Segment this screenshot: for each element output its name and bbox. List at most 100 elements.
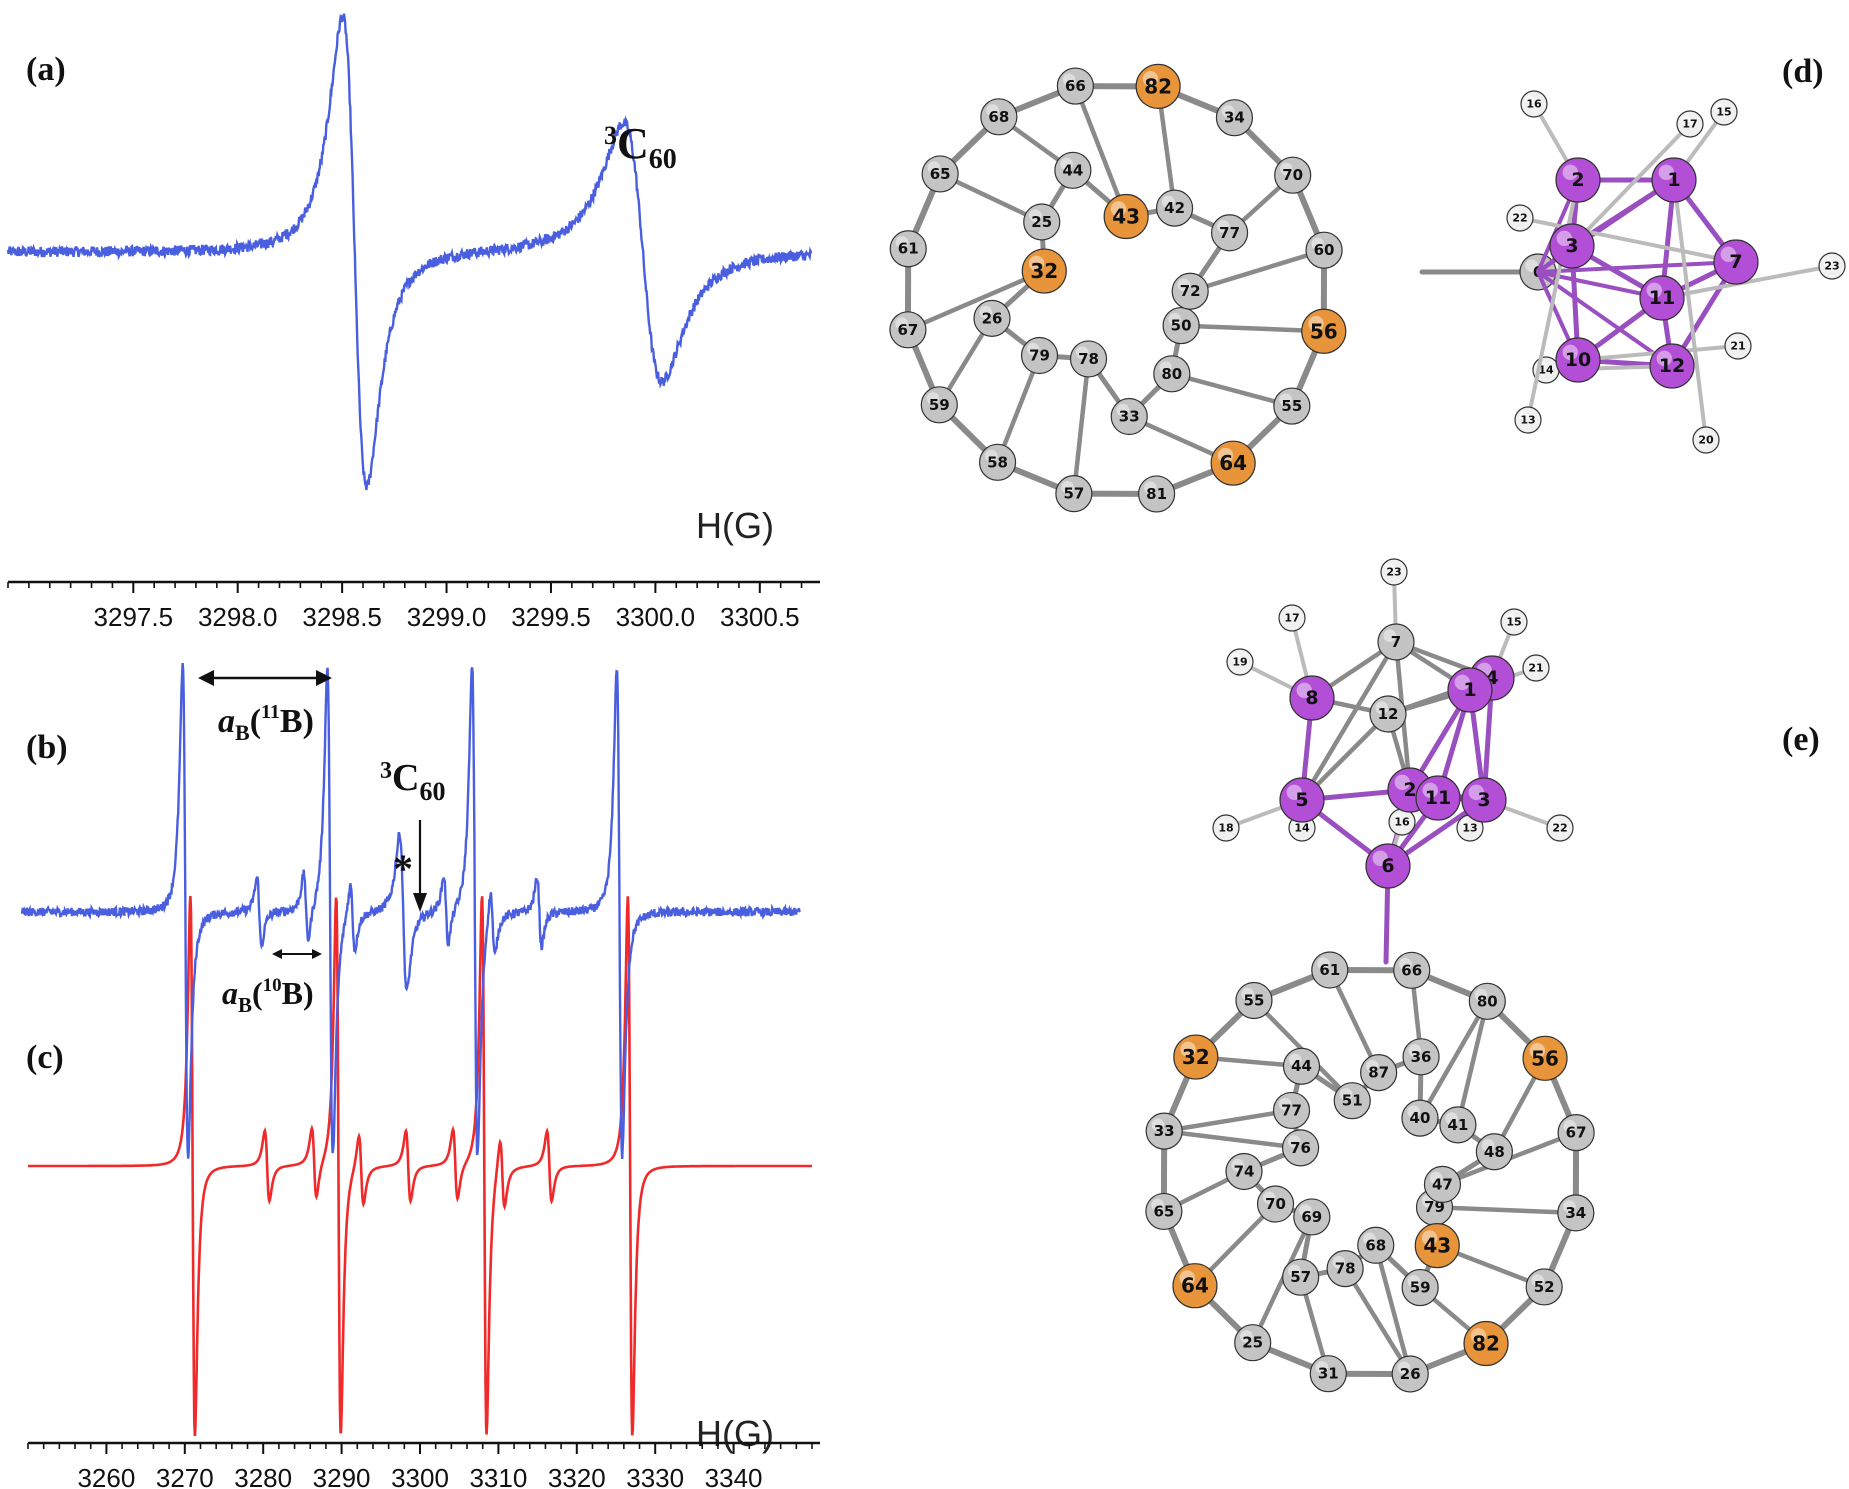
panel-bc: (b) (c) aB(11B) aB(10B) * 3C60 H(G) 3260… <box>20 663 820 1489</box>
svg-text:41: 41 <box>1447 1116 1468 1134</box>
e-cage-atom-40: 40 <box>1401 1099 1439 1137</box>
e-cage-atom-64: 64 <box>1172 1263 1218 1309</box>
star-marker: * <box>393 846 413 891</box>
svg-text:44: 44 <box>1291 1057 1312 1075</box>
svg-text:82: 82 <box>1144 74 1172 98</box>
d-cage-atom-60: 60 <box>1305 231 1343 269</box>
svg-text:25: 25 <box>1242 1334 1263 1352</box>
svg-text:19: 19 <box>1232 656 1247 669</box>
bond <box>1327 967 1381 1075</box>
e-cage-atom-36: 36 <box>1402 1038 1440 1076</box>
e-cage-atom-48: 48 <box>1475 1133 1513 1171</box>
svg-text:34: 34 <box>1565 1204 1586 1222</box>
svg-text:31: 31 <box>1318 1365 1339 1383</box>
d-cage-atom-79: 79 <box>1020 336 1059 375</box>
bond <box>937 171 1044 225</box>
d-h-13: 13 <box>1514 406 1542 434</box>
bond <box>995 353 1042 465</box>
e-h-22: 22 <box>1546 814 1574 842</box>
e-h-15: 15 <box>1500 608 1528 636</box>
bond <box>1417 999 1490 1121</box>
svg-text:78: 78 <box>1335 1260 1356 1278</box>
svg-text:16: 16 <box>1394 816 1410 829</box>
svg-text:12: 12 <box>1659 355 1685 377</box>
svg-text:7: 7 <box>1729 251 1742 273</box>
bond <box>1169 371 1295 409</box>
e-cluster-carbon-7: 7 <box>1377 623 1415 661</box>
e-boron-5: 5 <box>1279 777 1325 823</box>
svg-text:87: 87 <box>1368 1064 1389 1082</box>
svg-text:52: 52 <box>1534 1278 1555 1296</box>
e-cage-atom-74: 74 <box>1225 1152 1263 1191</box>
svg-text:32: 32 <box>1030 259 1058 283</box>
e-cage-atom-47: 47 <box>1423 1165 1462 1203</box>
e-cage-atom-56: 56 <box>1522 1035 1568 1081</box>
d-h-20: 20 <box>1692 426 1720 454</box>
d-cage-atom-43: 43 <box>1103 193 1149 240</box>
svg-text:3: 3 <box>1477 789 1490 811</box>
d-cage-atom-78: 78 <box>1069 340 1108 378</box>
e-boron-1: 1 <box>1447 667 1493 713</box>
panel-b-label: (b) <box>26 729 68 766</box>
d-boron-10: 10 <box>1555 337 1601 383</box>
svg-text:36: 36 <box>1411 1048 1432 1066</box>
svg-text:16: 16 <box>1526 98 1542 111</box>
d-cage-atom-55: 55 <box>1273 387 1311 425</box>
svg-text:74: 74 <box>1234 1163 1255 1181</box>
svg-text:2: 2 <box>1571 169 1584 191</box>
svg-text:44: 44 <box>1062 161 1083 179</box>
d-boron-11: 11 <box>1639 275 1685 321</box>
tick-label: 3280 <box>234 1463 292 1489</box>
svg-text:56: 56 <box>1310 319 1338 343</box>
svg-text:67: 67 <box>1566 1124 1587 1142</box>
svg-text:82: 82 <box>1472 1332 1500 1356</box>
a10b-annotation: aB(10B) <box>222 949 322 1017</box>
bond <box>1660 264 1834 300</box>
svg-text:7: 7 <box>1391 633 1401 651</box>
svg-text:69: 69 <box>1301 1208 1322 1226</box>
d-cage-atom-26: 26 <box>973 299 1011 337</box>
bond <box>1672 178 1708 442</box>
e-cage-atom-87: 87 <box>1360 1054 1398 1092</box>
e-cage-atom-68: 68 <box>1357 1226 1395 1264</box>
c60-arrow-head <box>413 893 427 912</box>
e-cluster-carbon-12: 12 <box>1369 695 1407 733</box>
svg-text:18: 18 <box>1218 822 1233 835</box>
d-boron-1: 1 <box>1651 157 1697 203</box>
tick-label: 3299.0 <box>407 602 487 632</box>
svg-text:8: 8 <box>1305 687 1318 709</box>
svg-text:12: 12 <box>1378 705 1399 723</box>
e-cage-atom-26: 26 <box>1391 1355 1429 1393</box>
svg-text:21: 21 <box>1730 340 1745 353</box>
svg-text:2: 2 <box>1403 779 1416 801</box>
e-boron-3: 3 <box>1461 777 1507 823</box>
c60-annotation-a: 3C60 <box>604 119 677 175</box>
d-cage-atom-32: 32 <box>1021 248 1067 294</box>
a10b-label: aB(10B) <box>222 975 314 1017</box>
d-h-16: 16 <box>1520 90 1548 118</box>
bond <box>1518 216 1738 264</box>
bond <box>1570 122 1692 248</box>
molecule-d: 56 55 64 81 57 58 59 67 61 65 68 66 82 34 70 60 50 80 33 78… <box>889 63 1846 513</box>
axis-title-bc: H(G) <box>696 1413 774 1454</box>
d-boron-2: 2 <box>1555 157 1601 203</box>
svg-text:72: 72 <box>1180 282 1201 300</box>
d-cage-atom-50: 50 <box>1162 306 1200 345</box>
d-cage-atom-70: 70 <box>1274 156 1312 194</box>
panel-d: (d) 56 55 64 81 57 58 59 67 61 65 68 66 82 34 70 60 50 80… <box>889 53 1846 513</box>
e-h-18: 18 <box>1212 814 1240 842</box>
e-cage-atom-52: 52 <box>1525 1268 1563 1306</box>
d-h-23: 23 <box>1818 252 1846 280</box>
tick-label: 3330 <box>626 1463 684 1489</box>
d-cage-atom-25: 25 <box>1023 203 1061 241</box>
svg-text:17: 17 <box>1682 118 1697 131</box>
bond <box>1536 270 1674 368</box>
d-cage-atom-66: 66 <box>1056 67 1095 105</box>
bond <box>1187 247 1327 294</box>
panel-e-label: (e) <box>1782 721 1820 758</box>
svg-text:15: 15 <box>1716 106 1731 119</box>
e-cage-atom-65: 65 <box>1145 1192 1183 1231</box>
d-cage-atom-44: 44 <box>1054 151 1092 189</box>
svg-text:25: 25 <box>1031 213 1052 231</box>
